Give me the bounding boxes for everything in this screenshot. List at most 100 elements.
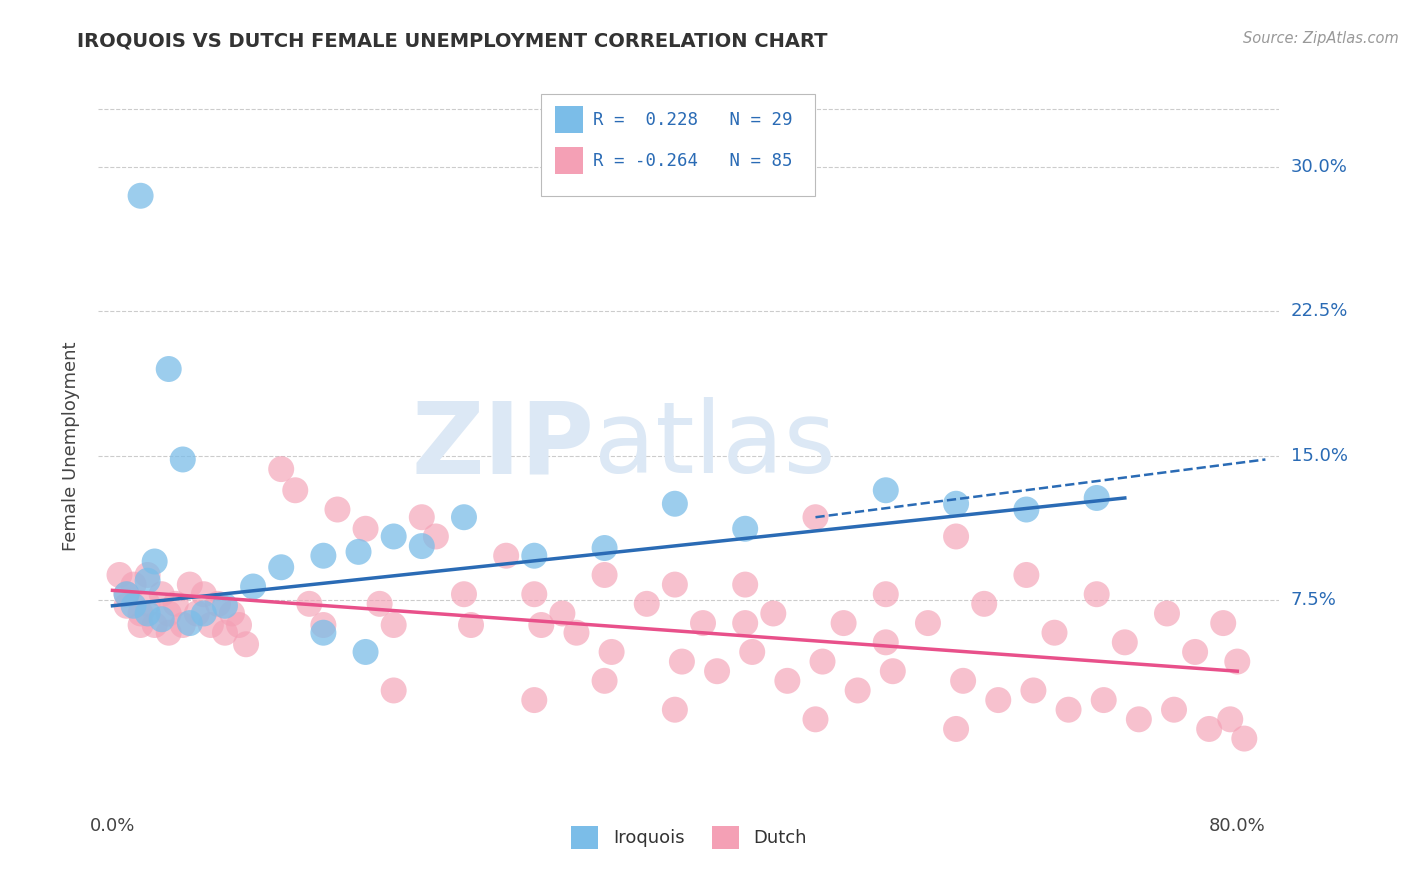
Point [200, 618, 222, 632]
Point [1085, 491, 1108, 505]
Y-axis label: Female Unemployment: Female Unemployment [62, 342, 80, 550]
Point [1015, 502, 1038, 516]
Point [150, 612, 173, 626]
Point [179, 577, 201, 591]
Text: R =  0.228   N = 29: R = 0.228 N = 29 [593, 111, 793, 128]
Point [193, 587, 215, 601]
Point [157, 607, 180, 621]
Point [143, 554, 166, 568]
Point [973, 597, 995, 611]
Point [875, 483, 897, 498]
Point [453, 510, 475, 524]
Point [987, 693, 1010, 707]
Point [1163, 703, 1185, 717]
Text: atlas: atlas [595, 398, 837, 494]
Point [122, 577, 145, 591]
Point [636, 597, 658, 611]
Point [523, 549, 546, 563]
Point [917, 616, 939, 631]
Point [1092, 693, 1115, 707]
Point [1156, 607, 1178, 621]
Point [382, 618, 405, 632]
Point [804, 510, 827, 524]
Point [1184, 645, 1206, 659]
Point [411, 510, 433, 524]
Point [1057, 703, 1080, 717]
Point [734, 616, 756, 631]
Point [832, 616, 855, 631]
Point [600, 645, 623, 659]
Point [157, 625, 180, 640]
Point [846, 683, 869, 698]
Point [664, 577, 686, 591]
Point [692, 616, 714, 631]
Point [734, 577, 756, 591]
Point [425, 529, 447, 543]
Point [143, 618, 166, 632]
Text: R = -0.264   N = 85: R = -0.264 N = 85 [593, 152, 793, 169]
Point [875, 587, 897, 601]
Point [706, 664, 728, 678]
Point [741, 645, 763, 659]
Point [354, 645, 377, 659]
Point [326, 502, 349, 516]
Point [214, 625, 236, 640]
Point [1212, 616, 1234, 631]
Point [382, 529, 405, 543]
Point [1128, 712, 1150, 726]
Point [235, 637, 257, 651]
Point [664, 497, 686, 511]
Point [136, 568, 159, 582]
Point [270, 560, 292, 574]
Point [1219, 712, 1241, 726]
Point [523, 587, 546, 601]
Point [312, 549, 335, 563]
Point [108, 568, 131, 582]
Point [136, 607, 159, 621]
Point [157, 362, 180, 376]
Point [664, 703, 686, 717]
Point [1198, 722, 1220, 736]
Point [1022, 683, 1045, 698]
Point [945, 722, 967, 736]
Point [1226, 655, 1249, 669]
Point [593, 541, 616, 555]
Point [347, 545, 370, 559]
Point [530, 618, 553, 632]
Point [945, 497, 967, 511]
Point [129, 607, 152, 621]
Point [129, 618, 152, 632]
Point [593, 568, 616, 582]
Point [312, 618, 335, 632]
Point [122, 599, 145, 613]
Text: 22.5%: 22.5% [1291, 302, 1348, 320]
Point [150, 587, 173, 601]
Point [1015, 568, 1038, 582]
Text: 15.0%: 15.0% [1291, 447, 1347, 465]
Point [179, 616, 201, 631]
Point [1114, 635, 1136, 649]
Point [115, 587, 138, 601]
Point [129, 188, 152, 202]
Point [776, 673, 799, 688]
Point [221, 607, 243, 621]
Text: ZIP: ZIP [412, 398, 595, 494]
Point [165, 597, 187, 611]
Point [1233, 731, 1256, 746]
Text: IROQUOIS VS DUTCH FEMALE UNEMPLOYMENT CORRELATION CHART: IROQUOIS VS DUTCH FEMALE UNEMPLOYMENT CO… [77, 31, 828, 50]
Point [172, 618, 194, 632]
Point [875, 635, 897, 649]
Point [193, 607, 215, 621]
Point [312, 625, 335, 640]
Point [1043, 625, 1066, 640]
Point [523, 693, 546, 707]
Point [242, 580, 264, 594]
Point [284, 483, 307, 498]
Point [945, 529, 967, 543]
Point [354, 522, 377, 536]
Point [460, 618, 482, 632]
Point [382, 683, 405, 698]
Point [811, 655, 834, 669]
Point [453, 587, 475, 601]
Text: Source: ZipAtlas.com: Source: ZipAtlas.com [1243, 31, 1399, 46]
